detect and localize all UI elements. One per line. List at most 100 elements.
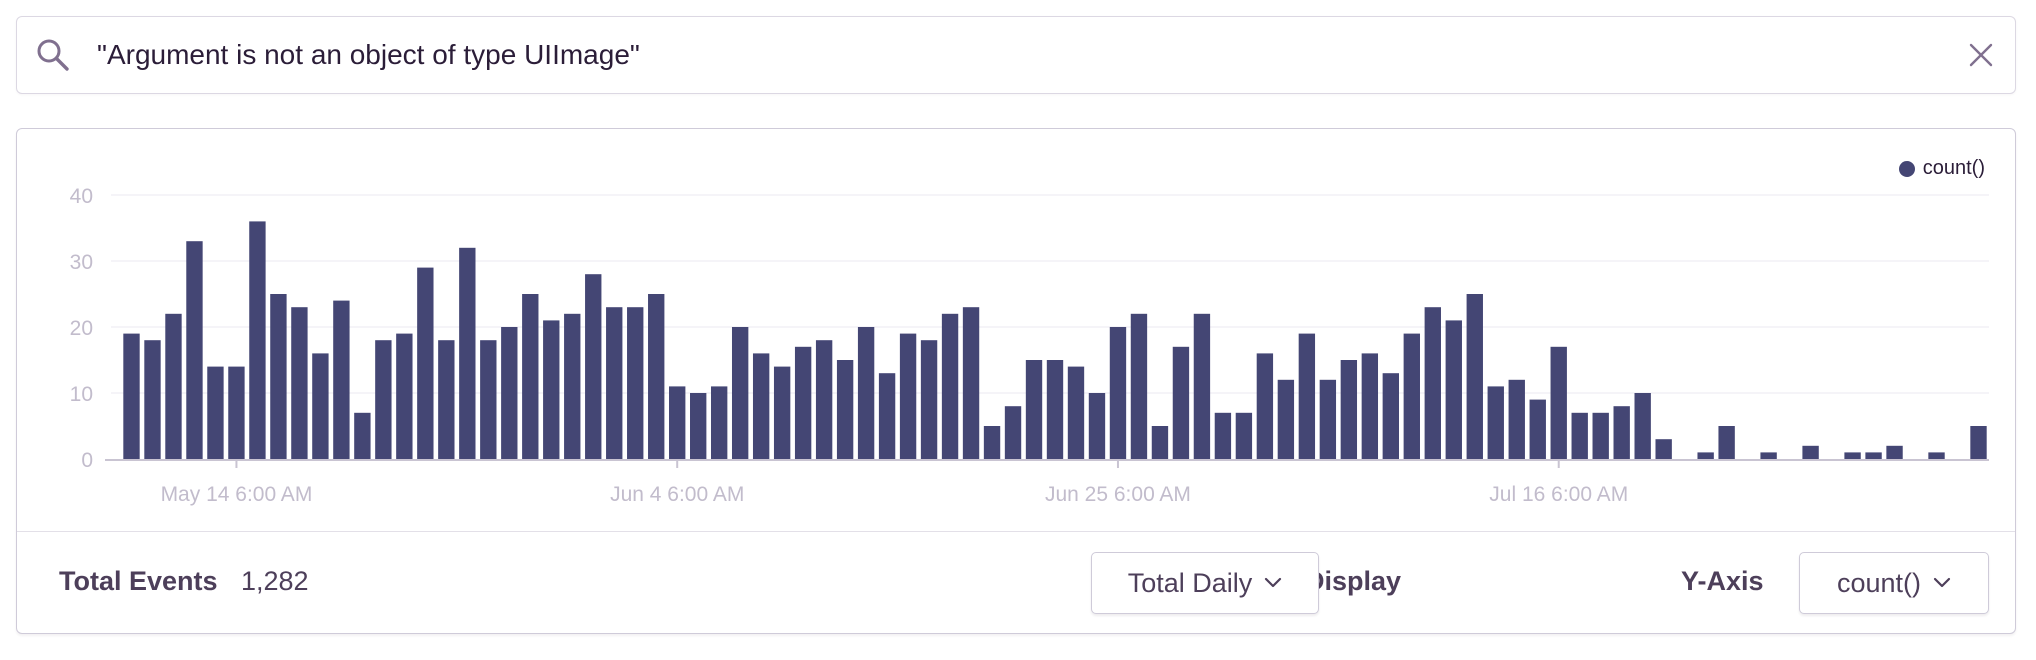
chart-bar[interactable] — [1655, 439, 1672, 459]
chart-bar[interactable] — [1634, 393, 1651, 459]
chart-bar[interactable] — [396, 333, 413, 459]
chart-bar[interactable] — [690, 393, 707, 459]
chart-bar[interactable] — [501, 327, 518, 459]
chart-bar[interactable] — [606, 307, 623, 459]
chart-bar[interactable] — [1025, 360, 1043, 459]
chart-bar[interactable] — [1487, 386, 1504, 459]
chart-bar[interactable] — [752, 353, 770, 459]
chart-bar[interactable] — [731, 327, 749, 459]
close-icon[interactable] — [1967, 41, 1995, 69]
chart-bar[interactable] — [815, 340, 833, 459]
search-bar[interactable] — [16, 16, 2016, 94]
chart-bar[interactable] — [249, 221, 266, 459]
chart-bar[interactable] — [794, 346, 812, 459]
chart-bar[interactable] — [1256, 353, 1274, 459]
chart-bar[interactable] — [207, 366, 224, 459]
chart-bar[interactable] — [144, 340, 161, 459]
chart-bar[interactable] — [1004, 406, 1022, 459]
y-tick-label: 30 — [70, 251, 93, 274]
chart-bar[interactable] — [1592, 412, 1609, 459]
chart-bar[interactable] — [857, 327, 875, 459]
total-events-value: 1,282 — [241, 566, 309, 596]
chart-bar[interactable] — [291, 307, 308, 459]
chart-bar[interactable] — [1424, 307, 1441, 459]
chart-bar[interactable] — [1298, 333, 1316, 459]
chart-bar[interactable] — [627, 307, 644, 459]
chart-bar[interactable] — [1088, 393, 1106, 459]
chevron-down-icon — [1933, 577, 1951, 588]
chart-bar[interactable] — [1214, 412, 1232, 459]
chart-bar[interactable] — [522, 294, 539, 459]
y-axis-dropdown[interactable]: count() — [1799, 552, 1989, 614]
chart-bar[interactable] — [1172, 346, 1190, 459]
chart-bars — [123, 221, 1987, 459]
chart-bar[interactable] — [1697, 452, 1714, 459]
search-input[interactable] — [97, 33, 1917, 77]
search-icon — [37, 39, 69, 71]
chart-bar[interactable] — [1970, 426, 1987, 459]
legend-label: count() — [1922, 157, 1985, 179]
chart-bar[interactable] — [1277, 379, 1295, 459]
chart-bar[interactable] — [1130, 313, 1148, 459]
chart-bar[interactable] — [123, 333, 140, 459]
chart-bar[interactable] — [1760, 452, 1777, 459]
chart-bar[interactable] — [1109, 327, 1127, 459]
chart-bar[interactable] — [375, 340, 392, 459]
chart-bar[interactable] — [480, 340, 497, 459]
chart-bar[interactable] — [1445, 320, 1462, 459]
chart-bar[interactable] — [983, 426, 1001, 459]
chart-bar[interactable] — [1403, 333, 1420, 459]
chart-bar[interactable] — [669, 386, 686, 459]
chart-bar[interactable] — [333, 300, 350, 459]
chart-bar[interactable] — [648, 294, 665, 459]
chart-bar[interactable] — [1718, 426, 1735, 459]
chart-bar[interactable] — [270, 294, 287, 459]
chart-bar[interactable] — [1361, 353, 1379, 459]
x-tick-label: Jul 16 6:00 AM — [1489, 483, 1628, 506]
chart-bar[interactable] — [438, 340, 455, 459]
chart-bar[interactable] — [836, 360, 854, 459]
chart-bar[interactable] — [1550, 346, 1567, 459]
chart-bar[interactable] — [1508, 379, 1525, 459]
chart-bar[interactable] — [1529, 399, 1546, 459]
chart-bar[interactable] — [186, 241, 203, 459]
chart-bar[interactable] — [1340, 360, 1358, 459]
chart-bar[interactable] — [962, 307, 980, 459]
y-axis-dropdown-value: count() — [1836, 567, 1922, 598]
chevron-down-icon — [1265, 577, 1282, 588]
chart-bar[interactable] — [1046, 360, 1064, 459]
chart-bar[interactable] — [941, 313, 959, 459]
display-label: Display — [1305, 566, 1402, 596]
chart-bar[interactable] — [1613, 406, 1630, 459]
chart-bar[interactable] — [1865, 452, 1882, 459]
chart-bar[interactable] — [1466, 294, 1483, 459]
chart-bar[interactable] — [710, 386, 728, 459]
chart-bar[interactable] — [585, 274, 602, 459]
chart-bar[interactable] — [228, 366, 245, 459]
chart-bar[interactable] — [1382, 373, 1399, 459]
chart-bar[interactable] — [773, 366, 791, 459]
chart-bar[interactable] — [1844, 452, 1861, 459]
display-dropdown[interactable]: Total Daily — [1091, 552, 1319, 614]
chart-bar[interactable] — [1928, 452, 1945, 459]
chart-bar[interactable] — [1886, 445, 1903, 459]
chart-bar[interactable] — [1067, 366, 1085, 459]
chart-bar[interactable] — [417, 267, 434, 459]
chart-bar[interactable] — [1802, 445, 1819, 459]
chart-bar[interactable] — [1571, 412, 1588, 459]
chart-bar[interactable] — [312, 353, 329, 459]
y-axis-ticks: 0 10 20 30 40 — [70, 185, 93, 472]
chart-panel: 0 10 20 30 40 May 14 6:00 AM Jun 4 6:00 AM Jun… — [16, 128, 2016, 634]
chart-bar[interactable] — [354, 412, 371, 459]
chart-bar[interactable] — [1319, 379, 1337, 459]
chart-bar[interactable] — [1193, 313, 1211, 459]
chart-bar[interactable] — [899, 333, 917, 459]
chart-bar[interactable] — [1235, 412, 1253, 459]
chart-bar[interactable] — [543, 320, 560, 459]
chart-bar[interactable] — [564, 313, 581, 459]
chart-bar[interactable] — [459, 247, 476, 459]
chart-bar[interactable] — [1151, 426, 1169, 459]
chart-bar[interactable] — [878, 373, 896, 459]
chart-bar[interactable] — [920, 340, 938, 459]
chart-bar[interactable] — [165, 313, 182, 459]
